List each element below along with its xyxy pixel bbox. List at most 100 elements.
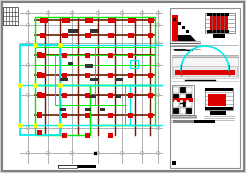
- Bar: [173, 66, 237, 76]
- Bar: [148, 93, 153, 98]
- Bar: [85, 18, 93, 23]
- Bar: [100, 108, 105, 111]
- Bar: [115, 95, 121, 98]
- Bar: [35, 17, 155, 55]
- Polygon shape: [172, 15, 196, 41]
- Bar: [37, 52, 42, 58]
- Bar: [55, 55, 95, 85]
- Bar: [85, 108, 91, 111]
- Bar: [35, 85, 90, 135]
- Bar: [62, 18, 70, 23]
- Bar: [108, 133, 113, 138]
- Bar: [37, 130, 42, 135]
- Bar: [90, 105, 125, 125]
- Bar: [40, 73, 46, 78]
- Bar: [60, 108, 66, 111]
- Bar: [213, 34, 225, 38]
- Bar: [130, 60, 138, 68]
- Bar: [173, 86, 179, 93]
- Bar: [62, 133, 67, 138]
- Bar: [108, 113, 113, 118]
- Bar: [108, 18, 116, 23]
- Bar: [58, 165, 96, 168]
- Bar: [148, 113, 153, 118]
- Bar: [210, 16, 228, 30]
- Bar: [95, 47, 155, 65]
- Bar: [186, 101, 192, 107]
- Bar: [115, 78, 123, 81]
- Bar: [85, 73, 90, 78]
- Bar: [170, 8, 240, 168]
- Bar: [108, 33, 114, 38]
- Bar: [40, 33, 46, 38]
- Bar: [172, 56, 238, 78]
- Bar: [85, 33, 91, 38]
- Bar: [37, 92, 42, 98]
- Bar: [68, 29, 78, 33]
- Bar: [85, 53, 90, 58]
- Bar: [62, 53, 67, 58]
- Bar: [62, 113, 67, 118]
- Bar: [95, 55, 155, 85]
- Bar: [90, 78, 98, 81]
- Bar: [148, 18, 154, 23]
- Bar: [55, 85, 95, 105]
- Bar: [210, 111, 226, 115]
- Bar: [90, 85, 155, 125]
- Bar: [85, 64, 93, 68]
- Bar: [173, 18, 176, 21]
- Bar: [205, 88, 233, 110]
- Bar: [172, 85, 194, 115]
- Bar: [62, 33, 68, 38]
- Bar: [90, 95, 96, 98]
- Bar: [180, 107, 185, 114]
- Bar: [175, 70, 235, 75]
- Bar: [35, 47, 95, 65]
- Polygon shape: [178, 15, 194, 35]
- Bar: [186, 30, 189, 33]
- Bar: [3, 7, 18, 25]
- Bar: [207, 30, 229, 33]
- Bar: [205, 88, 233, 91]
- Bar: [128, 113, 133, 118]
- Bar: [186, 86, 192, 93]
- Bar: [62, 73, 67, 78]
- Bar: [128, 53, 133, 58]
- Bar: [194, 120, 215, 123]
- Bar: [173, 101, 179, 107]
- Bar: [128, 33, 134, 38]
- Bar: [170, 115, 196, 117]
- Bar: [60, 105, 90, 125]
- Bar: [40, 93, 46, 98]
- Bar: [128, 93, 133, 98]
- Bar: [173, 120, 215, 123]
- Bar: [37, 112, 42, 118]
- Bar: [205, 13, 235, 33]
- Bar: [186, 107, 192, 114]
- Bar: [173, 93, 179, 100]
- Bar: [148, 33, 153, 38]
- Bar: [148, 73, 153, 78]
- Bar: [95, 85, 125, 105]
- Bar: [180, 93, 185, 100]
- Bar: [180, 101, 185, 107]
- Bar: [37, 72, 42, 78]
- Bar: [172, 161, 176, 165]
- Bar: [20, 45, 60, 135]
- Bar: [205, 107, 233, 110]
- Bar: [85, 93, 90, 98]
- Bar: [186, 93, 192, 100]
- Bar: [128, 18, 136, 23]
- Bar: [58, 165, 77, 168]
- Bar: [208, 94, 226, 106]
- Bar: [173, 107, 179, 114]
- Bar: [35, 17, 155, 85]
- Bar: [172, 15, 178, 41]
- Bar: [207, 13, 229, 16]
- Bar: [40, 53, 46, 58]
- Bar: [182, 26, 185, 29]
- Bar: [60, 78, 68, 81]
- Bar: [173, 98, 193, 102]
- Bar: [108, 53, 113, 58]
- Bar: [62, 93, 67, 98]
